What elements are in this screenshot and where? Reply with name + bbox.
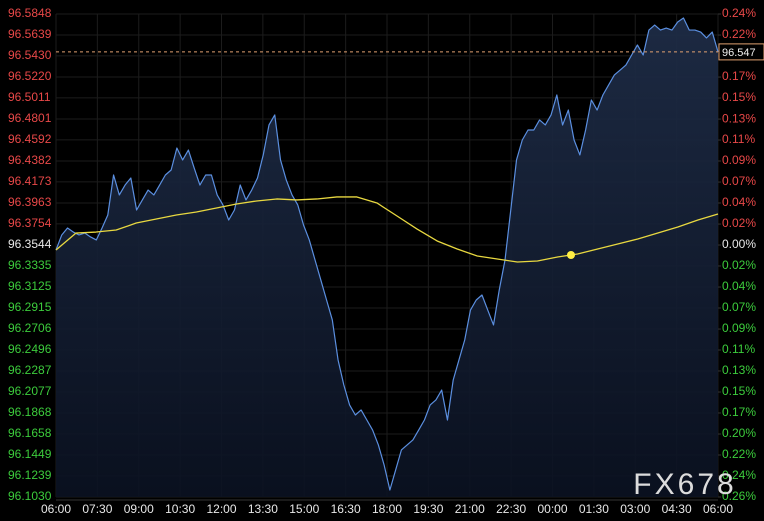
y2-tick-label: 0.26% xyxy=(722,489,756,503)
x-tick-label: 01:30 xyxy=(579,502,609,516)
last-price-label: 96.547 xyxy=(722,47,756,59)
average-line xyxy=(55,196,719,263)
y2-tick-label: 0.07% xyxy=(722,174,756,188)
y-tick-label: 96.5848 xyxy=(8,6,52,20)
y2-tick-label: 0.09% xyxy=(722,153,756,167)
y-tick-label: 96.5220 xyxy=(8,69,52,83)
price-area xyxy=(56,18,718,497)
y-tick-label: 96.4382 xyxy=(8,153,52,167)
price-line xyxy=(55,17,719,491)
y-tick-label: 96.2077 xyxy=(8,384,52,398)
y-tick-label: 96.1868 xyxy=(8,405,52,419)
x-tick-label: 22:30 xyxy=(496,502,526,516)
y2-tick-label: 0.00% xyxy=(722,237,756,251)
y-tick-label: 96.3544 xyxy=(8,237,52,251)
last-price-box xyxy=(718,43,764,61)
y2-tick-label: 0.17% xyxy=(722,69,756,83)
y2-tick-label: 0.13% xyxy=(722,363,756,377)
x-tick-label: 19:30 xyxy=(413,502,443,516)
y2-tick-label: 0.15% xyxy=(722,90,756,104)
y-tick-label: 96.4801 xyxy=(8,111,52,125)
y-tick-label: 96.5430 xyxy=(8,48,52,62)
y-tick-label: 96.2287 xyxy=(8,363,52,377)
y-tick-label: 96.1658 xyxy=(8,426,52,440)
plot xyxy=(55,17,719,497)
y-tick-label: 96.3963 xyxy=(8,195,52,209)
y2-tick-label: 0.11% xyxy=(722,132,755,146)
x-tick-label: 21:00 xyxy=(455,502,485,516)
y-tick-label: 96.2706 xyxy=(8,321,52,335)
x-tick-label: 16:30 xyxy=(331,502,361,516)
y2-tick-label: 0.13% xyxy=(722,111,756,125)
x-tick-label: 06:00 xyxy=(703,502,733,516)
y2-tick-label: 0.04% xyxy=(722,195,756,209)
x-tick-label: 13:30 xyxy=(248,502,278,516)
x-tick-label: 15:00 xyxy=(289,502,319,516)
x-tick-label: 06:00 xyxy=(41,502,71,516)
y-tick-label: 96.3125 xyxy=(8,279,52,293)
y-tick-label: 96.4592 xyxy=(8,132,52,146)
y2-tick-label: 0.24% xyxy=(722,6,756,20)
y2-tick-label: 0.22% xyxy=(722,447,756,461)
y-tick-label: 96.2496 xyxy=(8,342,52,356)
x-tick-label: 12:00 xyxy=(206,502,236,516)
y-tick-label: 96.5639 xyxy=(8,27,52,41)
y2-tick-label: 0.17% xyxy=(722,405,756,419)
y-tick-label: 96.1449 xyxy=(8,447,52,461)
x-tick-label: 09:00 xyxy=(124,502,154,516)
labels: 06:00 07:30 09:00 10:30 12:00 13:30 15:00 16:30… xyxy=(8,6,764,516)
y2-tick-label: 0.07% xyxy=(722,300,756,314)
y2-tick-label: 0.04% xyxy=(722,279,756,293)
y-tick-label: 96.1030 xyxy=(8,489,52,503)
x-tick-label: 03:00 xyxy=(620,502,650,516)
x-tick-label: 04:30 xyxy=(662,502,692,516)
y2-tick-label: 0.15% xyxy=(722,384,756,398)
y-tick-label: 96.5011 xyxy=(8,90,51,104)
watermark: FX678 xyxy=(633,468,736,501)
x-tick-label: 07:30 xyxy=(82,502,112,516)
x-tick-label: 10:30 xyxy=(165,502,195,516)
x-tick-label: 18:00 xyxy=(372,502,402,516)
x-tick-label: 00:00 xyxy=(537,502,567,516)
y-tick-label: 96.4173 xyxy=(8,174,52,188)
y2-tick-label: 0.24% xyxy=(722,468,756,482)
y2-tick-label: 0.09% xyxy=(722,321,756,335)
y-tick-label: 96.3754 xyxy=(8,216,52,230)
y-tick-label: 96.1239 xyxy=(8,468,52,482)
y2-tick-label: 0.22% xyxy=(722,27,756,41)
cursor-dot xyxy=(567,251,575,259)
y-tick-label: 96.2915 xyxy=(8,300,52,314)
y2-tick-label: 0.02% xyxy=(722,216,756,230)
y2-tick-label: 0.11% xyxy=(722,342,755,356)
y-tick-label: 96.3335 xyxy=(8,258,52,272)
y2-tick-label: 0.02% xyxy=(722,258,756,272)
y2-tick-label: 0.20% xyxy=(722,426,756,440)
